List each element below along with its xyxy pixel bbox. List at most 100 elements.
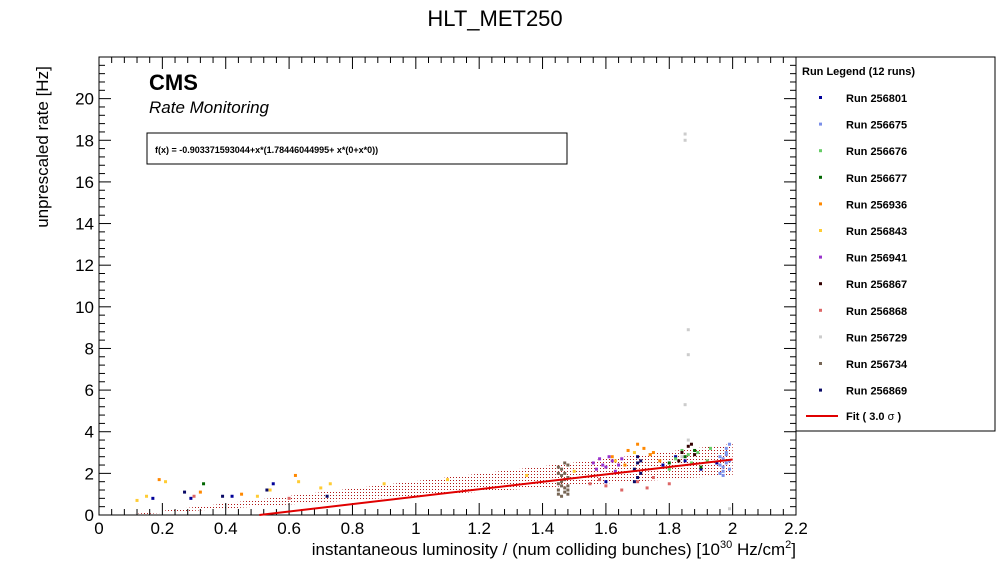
y-tick-label: 4: [85, 423, 94, 442]
series-run-256843: [135, 451, 636, 502]
data-point: [724, 451, 728, 455]
data-point: [639, 459, 643, 463]
data-point: [617, 463, 621, 467]
data-point: [151, 496, 155, 500]
data-point: [293, 473, 297, 477]
x-tick-label: 0: [94, 519, 103, 538]
x-tick-label: 0.6: [277, 519, 301, 538]
data-point: [560, 494, 564, 498]
data-point: [591, 461, 595, 465]
data-point: [240, 492, 244, 496]
data-point: [651, 451, 655, 455]
series-run-256801: [151, 455, 719, 500]
data-point: [674, 455, 678, 459]
data-point: [705, 459, 709, 463]
data-point: [667, 467, 671, 471]
data-point: [727, 507, 731, 511]
data-point: [632, 467, 636, 471]
data-point: [724, 453, 728, 457]
data-point: [699, 465, 703, 469]
data-point: [680, 451, 684, 455]
data-point: [598, 478, 602, 482]
series-run-256868: [192, 476, 671, 500]
plot-frame: [98, 56, 797, 516]
x-tick-label: 1.2: [467, 519, 491, 538]
data-point: [325, 494, 329, 498]
fit-uncertainty-band: [130, 443, 733, 515]
data-point: [718, 455, 722, 459]
y-tick-label: 6: [85, 381, 94, 400]
data-point: [601, 463, 605, 467]
legend-title: Run Legend (12 runs): [802, 66, 915, 78]
series-run-256676: [667, 446, 712, 471]
series-run-256675: [718, 442, 731, 477]
data-point: [556, 465, 560, 469]
data-point: [708, 446, 712, 450]
data-point: [727, 442, 731, 446]
data-point: [135, 498, 139, 502]
legend-marker: [819, 149, 822, 153]
data-point: [683, 138, 687, 142]
legend-marker: [819, 282, 822, 286]
data-point: [680, 455, 684, 459]
data-point: [613, 459, 617, 463]
x-tick-label: 1.4: [531, 519, 555, 538]
x-tick-label: 1: [411, 519, 420, 538]
data-point: [560, 467, 564, 471]
legend-label: Run 256676: [846, 146, 907, 158]
data-point: [198, 490, 202, 494]
data-point: [683, 403, 687, 407]
legend-marker: [819, 229, 822, 232]
legend-marker: [819, 202, 822, 206]
x-tick-label: 1.8: [657, 519, 681, 538]
data-point: [556, 482, 560, 486]
data-point: [620, 488, 624, 492]
legend-marker: [819, 308, 822, 312]
legend-label: Run 256867: [846, 279, 907, 291]
x-axis: 0 0.2 0.4 0.6 0.8 1 1.2 1.4 1.6 1.8 2 2.2: [94, 57, 808, 538]
y-tick-label: 18: [75, 131, 94, 150]
data-point: [563, 461, 567, 465]
data-point: [604, 480, 608, 484]
y-tick-label: 16: [75, 173, 94, 192]
data-point: [613, 469, 617, 473]
y-tick-label: 10: [75, 298, 94, 317]
fit-formula-box: [146, 132, 568, 165]
data-point: [721, 465, 725, 469]
data-point: [560, 484, 564, 488]
data-point: [268, 488, 272, 492]
data-point: [566, 463, 570, 467]
legend-label: Run 256801: [846, 93, 907, 105]
data-point: [164, 480, 168, 484]
data-point: [686, 438, 690, 442]
series-run-256869: [183, 455, 643, 498]
data-point: [686, 444, 690, 448]
data-point: [255, 494, 259, 498]
legend-marker: [819, 362, 822, 365]
data-point: [189, 496, 193, 500]
data-point: [556, 488, 560, 492]
data-point: [645, 486, 649, 490]
data-point: [648, 453, 652, 457]
legend-label: Run 256868: [846, 306, 907, 318]
data-point: [610, 459, 614, 463]
data-point: [683, 132, 687, 136]
legend-label: Run 256843: [846, 226, 907, 238]
data-point: [667, 482, 671, 486]
legend-label: Run 256936: [846, 199, 907, 211]
data-point: [693, 448, 697, 452]
legend-label: Run 256675: [846, 120, 907, 132]
data-point: [145, 494, 149, 498]
data-point: [566, 492, 570, 496]
legend-marker: [819, 96, 822, 99]
legend-fit-label: Fit ( 3.0 σ ): [846, 411, 901, 423]
fit-band-area: [130, 443, 733, 515]
series-run-256941: [591, 455, 624, 473]
data-point: [686, 453, 690, 457]
y-axis: 0 2 4 6 8 10 12 14 16 18 20: [75, 64, 796, 525]
data-point: [446, 478, 449, 482]
data-point: [696, 451, 700, 455]
data-point: [230, 494, 234, 498]
x-axis-title-main: instantaneous luminosity / (num collidin…: [312, 540, 720, 559]
